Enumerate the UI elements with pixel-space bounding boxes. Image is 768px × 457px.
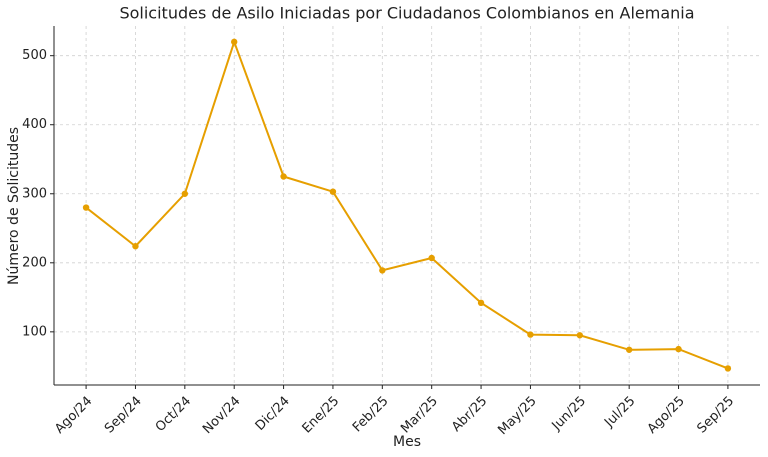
x-tick-label: Abr/25 <box>449 394 490 435</box>
y-tick-label: 200 <box>22 255 47 270</box>
data-point <box>231 38 238 46</box>
x-tick-label: Ene/25 <box>300 394 343 437</box>
data-point <box>329 188 337 195</box>
x-tick-label: May/25 <box>495 394 539 438</box>
y-tick-label: 100 <box>22 324 47 339</box>
data-point <box>132 243 139 250</box>
x-tick-label: Jun/25 <box>549 394 589 434</box>
x-tick-label: Mar/25 <box>398 394 441 437</box>
data-point <box>477 299 485 307</box>
chart-title: Solicitudes de Asilo Iniciadas por Ciuda… <box>119 4 694 23</box>
x-tick-label: Ago/24 <box>52 394 95 437</box>
x-tick-label: Oct/24 <box>153 394 194 435</box>
data-point <box>675 345 682 353</box>
data-point <box>82 204 90 211</box>
data-point <box>527 331 534 338</box>
x-axis-label: Mes <box>393 434 421 450</box>
x-tick-label: Jul/25 <box>601 394 638 431</box>
data-point <box>379 267 386 274</box>
data-point <box>181 190 189 197</box>
y-tick-label: 500 <box>22 48 47 63</box>
y-tick-label: 400 <box>22 117 47 132</box>
data-point <box>625 346 633 353</box>
data-point <box>428 254 435 262</box>
x-tick-label: Sep/25 <box>694 394 737 437</box>
x-tick-label: Nov/24 <box>200 394 243 437</box>
data-point <box>724 365 732 372</box>
x-tick-label: Feb/25 <box>350 394 392 436</box>
data-point <box>576 332 583 339</box>
y-tick-label: 300 <box>22 186 47 201</box>
x-tick-label: Dic/24 <box>253 394 293 434</box>
x-tick-label: Ago/25 <box>645 394 688 437</box>
data-point <box>280 173 287 180</box>
x-tick-label: Sep/24 <box>102 394 145 437</box>
data-line <box>85 38 729 370</box>
y-axis-label: Número de Solicitudes <box>6 127 22 285</box>
